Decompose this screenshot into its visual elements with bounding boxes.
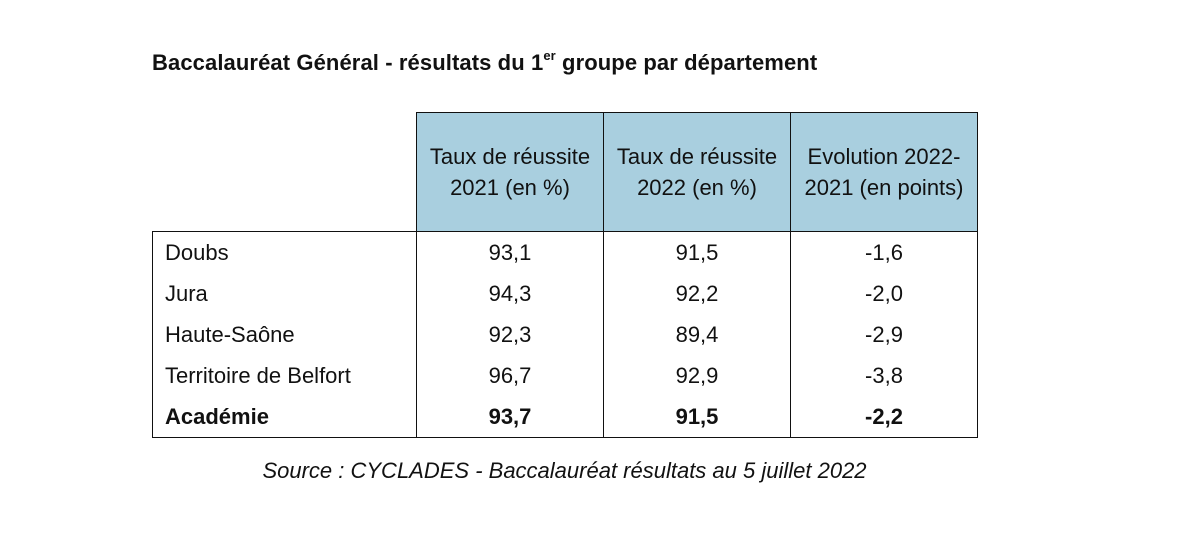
- rate-2022-cell: 92,2: [603, 273, 791, 314]
- rate-2022-cell: 91,5: [603, 231, 791, 273]
- title-superscript: er: [543, 48, 556, 63]
- evolution-cell: -1,6: [790, 231, 978, 273]
- rate-2021-cell: 92,3: [416, 314, 604, 355]
- rate-2021-cell: 93,7: [416, 396, 604, 438]
- rate-2022-cell: 89,4: [603, 314, 791, 355]
- department-name: Territoire de Belfort: [152, 355, 417, 396]
- department-name: Jura: [152, 273, 417, 314]
- table-row: Jura 94,3 92,2 -2,0: [152, 273, 978, 314]
- department-name: Haute-Saône: [152, 314, 417, 355]
- table-row: Doubs 93,1 91,5 -1,6: [152, 231, 978, 273]
- source-note: Source : CYCLADES - Baccalauréat résulta…: [262, 458, 867, 483]
- rate-2021-cell: 96,7: [416, 355, 604, 396]
- table-row: Haute-Saône 92,3 89,4 -2,9: [152, 314, 978, 355]
- table-row-total: Académie 93,7 91,5 -2,2: [152, 396, 978, 438]
- evolution-cell: -2,0: [790, 273, 978, 314]
- table-row: Territoire de Belfort 96,7 92,9 -3,8: [152, 355, 978, 396]
- evolution-cell: -3,8: [790, 355, 978, 396]
- rate-2022-cell: 92,9: [603, 355, 791, 396]
- document-title: Baccalauréat Général - résultats du 1er …: [152, 48, 818, 76]
- rate-2021-cell: 93,1: [416, 231, 604, 273]
- header-row: Taux de réussite 2021 (en %) Taux de réu…: [153, 112, 978, 232]
- title-text: Baccalauréat Général - résultats du 1: [152, 50, 544, 75]
- header-corner: [153, 113, 417, 232]
- rate-2022-cell: 91,5: [603, 396, 791, 438]
- header-rate-2021: Taux de réussite 2021 (en %): [416, 112, 604, 232]
- evolution-cell: -2,2: [790, 396, 978, 438]
- title-text-end: groupe par département: [555, 50, 818, 75]
- results-table: Taux de réussite 2021 (en %) Taux de réu…: [152, 112, 978, 438]
- header-rate-2022: Taux de réussite 2022 (en %): [603, 112, 791, 232]
- evolution-cell: -2,9: [790, 314, 978, 355]
- rate-2021-cell: 94,3: [416, 273, 604, 314]
- department-name: Académie: [152, 396, 417, 438]
- header-evolution: Evolution 2022-2021 (en points): [790, 112, 978, 232]
- department-name: Doubs: [152, 231, 417, 273]
